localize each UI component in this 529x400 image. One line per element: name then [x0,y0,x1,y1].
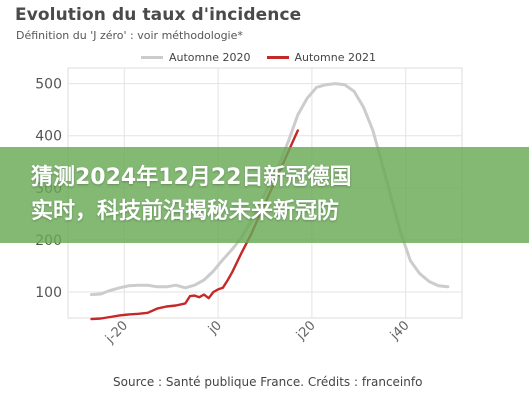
data-point-2021 [100,317,102,320]
data-point-2020 [184,287,186,289]
data-point-2020 [428,280,430,283]
chart-title: Evolution du taux d'incidence [15,5,302,25]
data-point-2021 [217,288,219,290]
data-point-2020 [334,83,336,85]
data-point-2020 [325,84,327,86]
data-point-2020 [344,84,346,86]
data-point-2021 [165,305,168,308]
data-point-2020 [118,287,121,289]
y-tick-label: 400 [35,129,62,145]
data-point-2020 [212,270,215,272]
data-point-2020 [353,90,355,93]
data-point-2020 [315,86,318,88]
data-point-2020 [297,114,299,116]
data-point-2020 [100,293,102,295]
data-point-2020 [419,273,421,275]
data-point-2021 [208,297,210,299]
x-tick-label: j20 [293,318,319,344]
y-tick-label: 500 [35,77,62,93]
chart-legend: Automne 2020 Automne 2021 [141,51,392,64]
data-point-2020 [194,284,196,286]
data-point-2020 [128,285,130,287]
data-point-2020 [147,284,149,286]
data-point-2021 [189,295,191,297]
data-point-2021 [222,287,224,289]
headline-line-2: 实时，科技前沿揭秘未来新冠防 [31,199,340,224]
legend-swatch-2020 [141,56,163,59]
data-point-2020 [203,279,205,281]
headline-line-1: 猜测2024年12月22日新冠德国 [31,165,352,190]
data-point-2020 [409,260,412,262]
data-point-2021 [147,312,149,314]
data-point-2021 [128,313,130,315]
x-tick-label: j-20 [102,318,131,347]
data-point-2020 [175,284,177,286]
data-point-2020 [231,248,233,250]
legend-label-2020: Automne 2020 [169,51,251,64]
y-tick-label: 100 [35,285,62,301]
data-point-2021 [226,279,229,282]
data-point-2021 [297,129,299,132]
data-point-2020 [306,97,308,99]
data-point-2021 [231,271,233,273]
headline-banner: 猜测2024年12月22日新冠德国 实时，科技前沿揭秘未来新冠防 [0,147,529,243]
chart-subtitle: Définition du 'J zéro' : voir méthodolog… [16,29,243,42]
legend-swatch-2021 [266,56,289,59]
legend-item-2021: Automne 2021 [266,51,377,64]
data-point-2020 [287,140,290,142]
data-point-2021 [109,316,111,318]
data-point-2021 [240,252,243,254]
data-point-2021 [137,313,139,315]
data-point-2021 [212,291,215,293]
data-point-2020 [109,289,111,291]
legend-label-2021: Automne 2021 [294,51,377,64]
data-point-2021 [156,308,158,310]
data-point-2021 [198,296,200,298]
legend-item-2020: Automne 2020 [141,51,251,64]
data-point-2021 [175,304,177,307]
data-point-2020 [362,106,365,108]
data-point-2020 [437,285,440,287]
data-point-2020 [137,284,139,286]
data-point-2021 [118,314,121,316]
data-point-2021 [203,293,205,296]
data-point-2020 [90,293,93,296]
data-point-2020 [165,286,168,288]
data-point-2020 [156,286,158,288]
x-tick-label: j40 [387,318,413,344]
data-point-2021 [184,302,186,305]
source-credit: Source : Santé publique France. Crédits … [113,375,423,389]
data-point-2021 [194,295,196,297]
data-point-2020 [372,129,374,132]
data-point-2020 [447,286,449,288]
data-point-2020 [222,259,224,261]
data-point-2021 [90,318,93,320]
x-tick-label: j0 [205,318,225,338]
